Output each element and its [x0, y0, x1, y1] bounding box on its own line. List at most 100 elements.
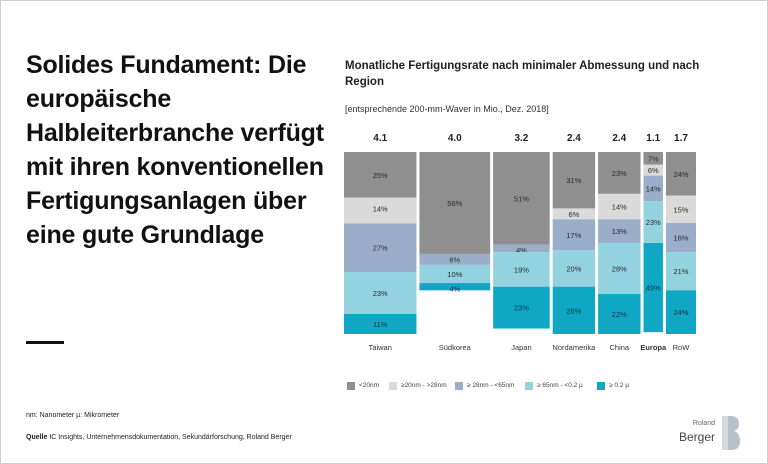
- bar-segment-taiwan-0: [344, 152, 417, 198]
- bar-segment-row-2: [665, 222, 696, 253]
- column-total-japan: 3.2: [514, 133, 529, 144]
- column-total-taiwan: 4.1: [373, 133, 388, 144]
- bar-segment-china-3: [598, 243, 641, 294]
- bar-segment-row-3: [665, 252, 696, 291]
- bar-segment-s-dkorea-2: [419, 253, 491, 265]
- bar-segment-row-1: [665, 195, 696, 223]
- column-total-europa: 1.1: [646, 133, 661, 144]
- slide-headline: Solides Fundament: Die europäische Halbl…: [26, 51, 324, 249]
- chart-subtitle: [entsprechende 200-mm-Waver in Mio., Dez…: [345, 104, 549, 114]
- bar-segment-taiwan-3: [344, 272, 417, 314]
- source-label: Quelle: [26, 434, 48, 441]
- bar-segment-europa-4: [643, 243, 663, 333]
- category-label-row: RoW: [672, 343, 690, 352]
- bar-segment-europa-2: [643, 175, 663, 202]
- bar-segment-row-4: [665, 290, 696, 334]
- bar-segment-japan-3: [493, 252, 550, 287]
- bar-segment-taiwan-row2: [344, 197, 417, 224]
- headline-rule: [26, 341, 64, 344]
- category-label-s-dkorea: Südkorea: [438, 343, 471, 352]
- bar-segment-s-dkorea-0: [419, 152, 491, 254]
- segment-label: 51%: [514, 194, 529, 203]
- bar-segment-japan-2: [493, 244, 550, 253]
- legend-label: ≥ 65nm - <0.2 µ: [537, 382, 583, 389]
- segment-label: 4%: [516, 246, 527, 255]
- segment-label: 26%: [566, 306, 581, 315]
- segment-label: 24%: [673, 170, 688, 179]
- bar-segment-europa-3: [643, 201, 663, 243]
- bar-segment-s-dkorea-4: [419, 283, 491, 291]
- segment-label: 6%: [449, 255, 460, 264]
- segment-label: 21%: [673, 267, 688, 276]
- segment-label: 13%: [612, 227, 627, 236]
- bar-segment-europa-1: [643, 164, 663, 176]
- legend-label: ≥20nm - >28nm: [401, 382, 447, 389]
- segment-label: 14%: [612, 203, 627, 212]
- segment-label: 19%: [514, 265, 529, 274]
- column-total-s-dkorea: 4.0: [447, 133, 462, 144]
- legend-swatch: [455, 382, 463, 390]
- category-label-nordamerika: Nordamerika: [552, 343, 596, 352]
- legend-label: ≥ 0.2 µ: [609, 382, 629, 389]
- bar-segment-taiwan-2: [344, 222, 417, 273]
- roland-berger-logo: Roland Berger: [670, 414, 745, 452]
- segment-label: 16%: [673, 234, 688, 243]
- segment-label: 25%: [373, 171, 388, 180]
- legend-swatch: [347, 382, 355, 390]
- source-line: Quelle IC Insights, Unternehmensdokument…: [26, 434, 292, 441]
- segment-label: 22%: [612, 310, 627, 319]
- segment-label: 23%: [514, 304, 529, 313]
- bar-segment-europa-0: [643, 152, 663, 165]
- bar-segment-nordamerika-2: [552, 219, 596, 251]
- column-totals: 4.1 4.0 3.2 2.4 2.4 1.1 1.7: [344, 133, 696, 147]
- segment-label: 31%: [566, 176, 581, 185]
- bar-segment-nordamerika-1: [552, 208, 596, 220]
- segment-label: 14%: [646, 184, 661, 193]
- segment-label: 6%: [648, 166, 659, 175]
- segment-label: 14%: [373, 205, 388, 214]
- segment-label: 23%: [373, 289, 388, 298]
- footnote: nm: Nanometer µ: Mikrometer: [26, 412, 120, 419]
- segment-label: 24%: [673, 308, 688, 317]
- logo-b-mark-icon: [722, 416, 740, 450]
- segment-label: 10%: [447, 270, 462, 279]
- bar-segment-nordamerika-3: [552, 250, 596, 287]
- legend-swatch: [389, 382, 397, 390]
- bar-segment-japan-0: [493, 152, 550, 245]
- segment-label: 27%: [373, 244, 388, 253]
- segment-label: 20%: [566, 264, 581, 273]
- segment-label: 4%: [449, 284, 460, 293]
- logo-roland-text: Roland: [692, 420, 715, 427]
- bar-segment-row-0: [665, 152, 696, 196]
- bar-segment-china-1: [598, 193, 641, 220]
- segment-label: 17%: [566, 231, 581, 240]
- category-labels: Taiwan Südkorea Japan Nordamerika China Europ…: [344, 343, 696, 357]
- bar-segment-china-4: [598, 293, 641, 334]
- category-label-china: China: [609, 343, 630, 352]
- category-label-taiwan: Taiwan: [368, 343, 392, 352]
- legend-swatch: [525, 382, 533, 390]
- segment-label: 7%: [648, 154, 659, 163]
- logo-berger-text: Berger: [678, 430, 715, 444]
- column-total-china: 2.4: [612, 133, 627, 144]
- segment-label: 28%: [612, 264, 627, 273]
- source-text: IC Insights, Unternehmensdokumentation, …: [49, 434, 292, 441]
- segment-label: 23%: [612, 169, 627, 178]
- category-label-japan: Japan: [511, 343, 532, 352]
- column-total-nordamerika: 2.4: [566, 133, 581, 144]
- bar-segment-nordamerika-4: [552, 286, 596, 334]
- segment-label: 56%: [447, 199, 462, 208]
- chart-title: Monatliche Fertigungsrate nach minimaler…: [345, 60, 700, 88]
- bar-segment-nordamerika-0: [552, 152, 596, 209]
- segment-label: 11%: [373, 320, 388, 329]
- mekko-chart: 25% 27% 23% 11% 14% 56% 6% 10% 4% 51% 4% 19% 23% 31% 6…: [344, 152, 696, 334]
- column-total-row: 1.7: [674, 133, 688, 144]
- bar-segment-taiwan-4: [344, 313, 417, 334]
- legend-label: ≥ 28nm - <65nm: [467, 382, 515, 389]
- segment-label: 23%: [646, 218, 661, 227]
- segment-label: 15%: [673, 205, 688, 214]
- bar-segment-china-0: [598, 152, 641, 194]
- bar-segment-s-dkorea-3: [419, 264, 491, 284]
- category-label-europa: Europa: [640, 343, 667, 352]
- legend-label: <20nm: [359, 382, 380, 389]
